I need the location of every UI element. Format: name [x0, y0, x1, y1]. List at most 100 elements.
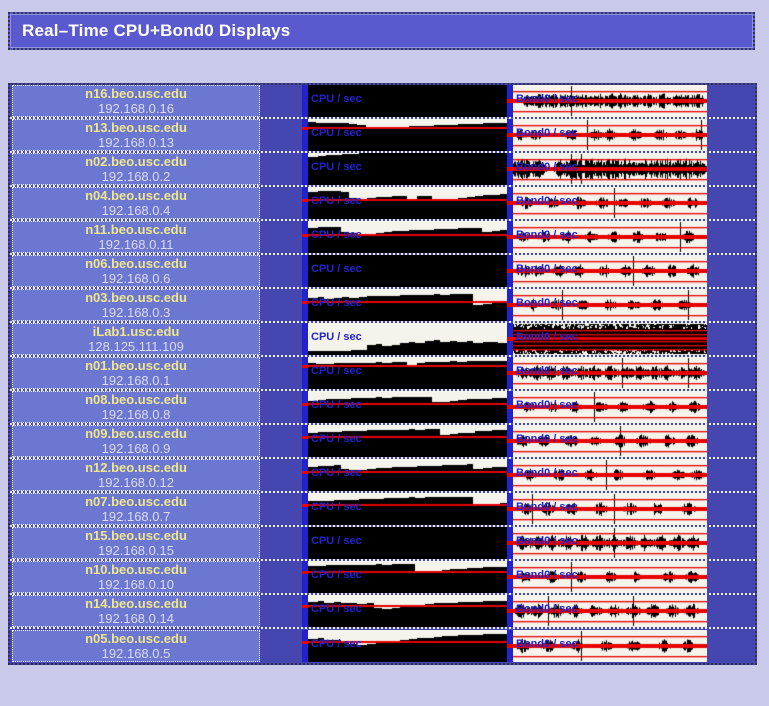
- node-rows-container: n16.beo.usc.edu 192.168.0.16 CPU / sec B…: [8, 83, 757, 665]
- cpu-red-line-mark: [302, 234, 308, 237]
- bond0-center-line-mark: [507, 371, 513, 375]
- bond0-center-line-mark: [507, 133, 513, 137]
- host-label-panel: n05.beo.usc.edu 192.168.0.5: [12, 630, 260, 662]
- row-spacer: [260, 186, 302, 220]
- host-name: iLab1.usc.edu: [92, 324, 180, 339]
- host-name: n04.beo.usc.edu: [85, 188, 187, 203]
- host-label-panel: n11.beo.usc.edu 192.168.0.11: [12, 221, 260, 253]
- node-row: n08.beo.usc.edu 192.168.0.8 CPU / sec Bo…: [10, 391, 755, 425]
- host-name: n15.beo.usc.edu: [85, 528, 187, 543]
- bond0-strip-chart: Bond0 / sec: [513, 630, 707, 662]
- host-ip-address: 192.168.0.5: [101, 646, 171, 661]
- cpu-strip-chart: CPU / sec: [308, 391, 507, 423]
- row-spacer: [260, 594, 302, 628]
- row-right-panel: [707, 629, 755, 663]
- node-row: n07.beo.usc.edu 192.168.0.7 CPU / sec Bo…: [10, 493, 755, 527]
- cpu-strip-chart: CPU / sec: [308, 85, 507, 117]
- bond0-center-line-mark: [507, 235, 513, 239]
- cpu-strip-chart: CPU / sec: [308, 425, 507, 457]
- bond0-chart-canvas: [513, 289, 707, 321]
- row-spacer: [260, 526, 302, 560]
- cpu-chart-canvas: [308, 289, 507, 321]
- bond0-chart-canvas: [513, 85, 707, 117]
- row-spacer: [260, 560, 302, 594]
- cpu-strip-chart: CPU / sec: [308, 119, 507, 151]
- row-spacer: [260, 220, 302, 254]
- node-row: n02.beo.usc.edu 192.168.0.2 CPU / sec Bo…: [10, 153, 755, 187]
- cpu-indicator-bar: [302, 391, 308, 423]
- bond0-chart-canvas: [513, 357, 707, 389]
- bond0-indicator-bar: [507, 255, 513, 287]
- bond0-strip-chart: Bond0 / sec: [513, 391, 707, 423]
- bond0-chart-canvas: [513, 561, 707, 593]
- cpu-chart-canvas: [308, 425, 507, 457]
- cpu-indicator-bar: [302, 459, 308, 491]
- bond0-indicator-bar: [507, 391, 513, 423]
- bond0-chart-canvas: [513, 493, 707, 525]
- node-row: n12.beo.usc.edu 192.168.0.12 CPU / sec B…: [10, 459, 755, 493]
- cpu-strip-chart: CPU / sec: [308, 323, 507, 355]
- host-ip-address: 192.168.0.6: [101, 271, 171, 286]
- cpu-red-line-mark: [302, 127, 308, 130]
- row-right-panel: [707, 424, 755, 458]
- host-name: n11.beo.usc.edu: [85, 222, 187, 237]
- host-name: n16.beo.usc.edu: [85, 86, 187, 101]
- cpu-red-line-mark: [302, 641, 308, 644]
- bond0-center-line-mark: [507, 201, 513, 205]
- cpu-red-line-mark: [302, 605, 308, 608]
- bond0-center-line-mark: [507, 405, 513, 409]
- row-right-panel: [707, 84, 755, 118]
- cpu-chart-canvas: [308, 153, 507, 185]
- row-right-panel: [707, 492, 755, 526]
- cpu-indicator-bar: [302, 493, 308, 525]
- cpu-chart-canvas: [308, 187, 507, 219]
- cpu-strip-chart: CPU / sec: [308, 630, 507, 662]
- host-ip-address: 192.168.0.3: [101, 305, 171, 320]
- host-name: n14.beo.usc.edu: [85, 596, 187, 611]
- row-right-panel: [707, 220, 755, 254]
- host-label-panel: iLab1.usc.edu 128.125.111.109: [12, 323, 260, 355]
- bond0-strip-chart: Bond0 / sec: [513, 153, 707, 185]
- bond0-strip-chart: Bond0 / sec: [513, 425, 707, 457]
- node-row: n11.beo.usc.edu 192.168.0.11 CPU / sec B…: [10, 221, 755, 255]
- cpu-red-line-mark: [302, 365, 308, 368]
- bond0-center-line-mark: [507, 507, 513, 511]
- host-ip-address: 192.168.0.13: [98, 135, 174, 150]
- host-label-panel: n01.beo.usc.edu 192.168.0.1: [12, 357, 260, 389]
- bond0-chart-canvas: [513, 630, 707, 662]
- row-right-panel: [707, 186, 755, 220]
- cpu-strip-chart: CPU / sec: [308, 357, 507, 389]
- cpu-indicator-bar: [302, 289, 308, 321]
- row-spacer: [260, 356, 302, 390]
- cpu-strip-chart: CPU / sec: [308, 289, 507, 321]
- cpu-indicator-bar: [302, 221, 308, 253]
- bond0-indicator-bar: [507, 561, 513, 593]
- host-name: n10.beo.usc.edu: [85, 562, 187, 577]
- bond0-indicator-bar: [507, 85, 513, 117]
- bond0-indicator-bar: [507, 187, 513, 219]
- bond0-chart-canvas: [513, 221, 707, 253]
- bond0-center-line-mark: [507, 644, 513, 648]
- host-label-panel: n07.beo.usc.edu 192.168.0.7: [12, 493, 260, 525]
- bond0-center-line-mark: [507, 575, 513, 579]
- host-name: n01.beo.usc.edu: [85, 358, 187, 373]
- bond0-center-line-mark: [507, 473, 513, 477]
- cpu-indicator-bar: [302, 561, 308, 593]
- host-name: n03.beo.usc.edu: [85, 290, 187, 305]
- bond0-indicator-bar: [507, 357, 513, 389]
- row-right-panel: [707, 526, 755, 560]
- host-label-panel: n10.beo.usc.edu 192.168.0.10: [12, 561, 260, 593]
- host-ip-address: 192.168.0.8: [101, 407, 171, 422]
- cpu-indicator-bar: [302, 357, 308, 389]
- cpu-red-line-mark: [302, 471, 308, 474]
- row-spacer: [260, 322, 302, 356]
- bond0-chart-canvas: [513, 459, 707, 491]
- node-row: n01.beo.usc.edu 192.168.0.1 CPU / sec Bo…: [10, 357, 755, 391]
- cpu-chart-canvas: [308, 357, 507, 389]
- host-label-panel: n06.beo.usc.edu 192.168.0.6: [12, 255, 260, 287]
- bond0-chart-canvas: [513, 255, 707, 287]
- node-row: n04.beo.usc.edu 192.168.0.4 CPU / sec Bo…: [10, 187, 755, 221]
- row-spacer: [260, 118, 302, 152]
- node-row: n10.beo.usc.edu 192.168.0.10 CPU / sec B…: [10, 561, 755, 595]
- host-ip-address: 192.168.0.16: [98, 101, 174, 116]
